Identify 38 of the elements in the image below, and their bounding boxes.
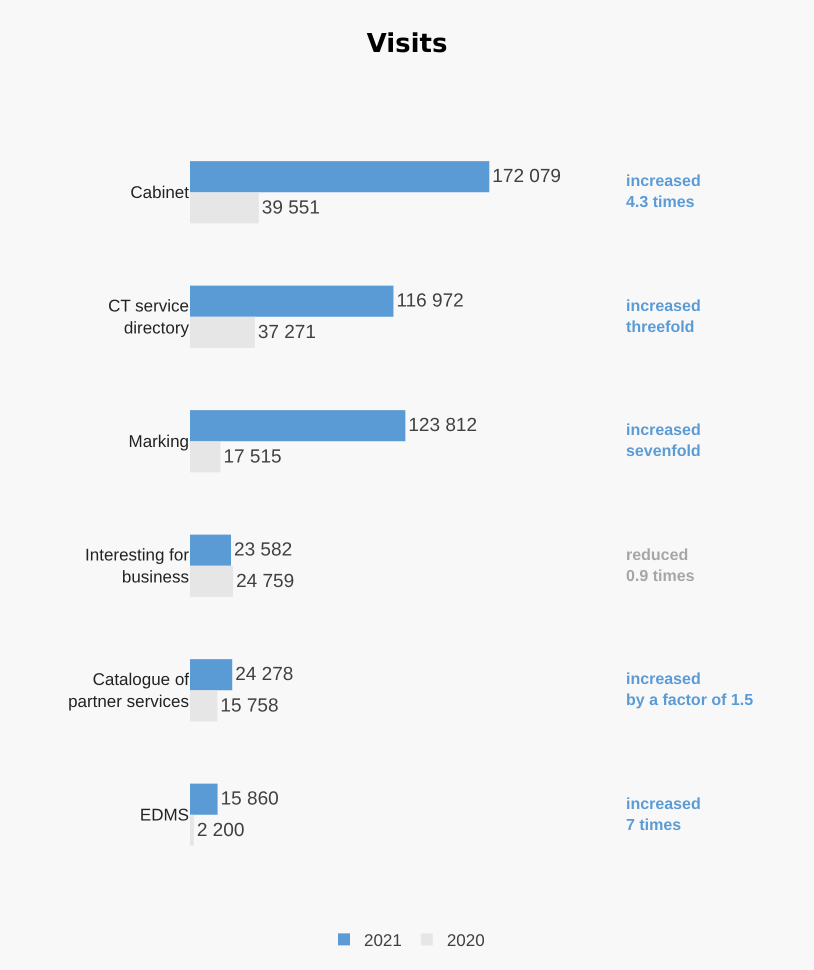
- data-label: 172 079: [492, 166, 561, 188]
- y-tick-label: CT service directory: [108, 296, 190, 338]
- text: reduced 0.9 times: [626, 547, 695, 585]
- data-label: 23 582: [234, 540, 292, 561]
- bar: [190, 534, 232, 566]
- bar: [190, 192, 259, 224]
- bar: [190, 690, 218, 722]
- data-label: 116 972: [396, 290, 464, 312]
- data-label: 24 759: [236, 570, 294, 592]
- text: increased threefold: [626, 298, 701, 336]
- y-tick-label: Interesting for business: [85, 546, 190, 587]
- bar: [190, 659, 232, 690]
- y-tick-label: EDMS: [140, 806, 189, 825]
- bar: [190, 566, 234, 597]
- data-label: 15 758: [220, 695, 279, 716]
- chart-title: Visits: [366, 29, 448, 60]
- y-tick-label: Marking: [128, 432, 189, 452]
- bar: [190, 784, 218, 815]
- data-label: 123 812: [408, 415, 478, 436]
- text: increased 4.3 times: [626, 173, 701, 211]
- legend-label: 2020: [446, 931, 485, 950]
- bar: [190, 441, 220, 472]
- legend-label: 2021: [364, 931, 402, 950]
- text: increased by a factor of 1.5: [626, 671, 754, 709]
- data-label: 39 551: [262, 197, 320, 218]
- data-label: 24 278: [235, 664, 294, 686]
- bar: [190, 161, 490, 192]
- data-label: 17 515: [223, 446, 282, 468]
- data-label: 2 200: [196, 820, 244, 841]
- data-label: 15 860: [220, 788, 279, 810]
- y-tick-label: Catalogue of partner services: [68, 670, 190, 712]
- y-tick-label: Cabinet: [130, 183, 190, 202]
- bar: [190, 410, 406, 442]
- data-label: 37 271: [258, 322, 316, 343]
- text: increased 7 times: [626, 796, 701, 834]
- bar: [190, 286, 394, 317]
- bar: [190, 316, 255, 348]
- text: increased sevenfold: [626, 422, 701, 460]
